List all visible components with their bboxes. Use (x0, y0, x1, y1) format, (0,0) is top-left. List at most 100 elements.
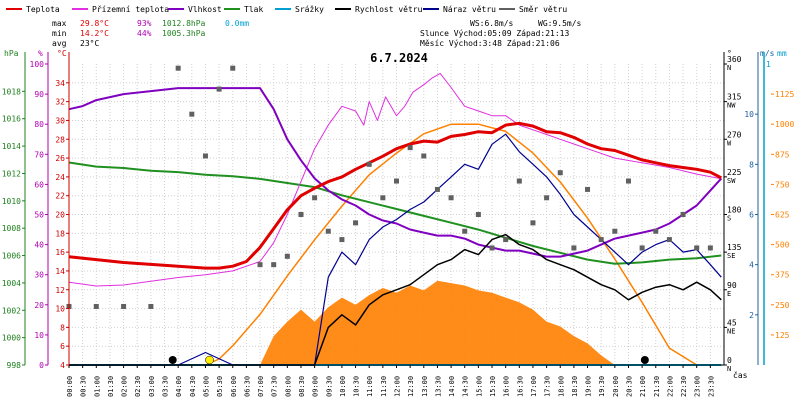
humidity-axis-tick-label: 40 (34, 241, 44, 250)
wind-direction-point (394, 178, 399, 184)
wind-direction-point (585, 186, 591, 192)
wind-speed-info: WS:6.8m/s (470, 19, 514, 28)
temperature-axis-tick-label: 14 (55, 267, 65, 276)
direction-axis-tick-label: 360 (727, 55, 742, 64)
wind-direction-point (93, 303, 99, 309)
wind-direction-point (421, 153, 427, 159)
temperature-axis-tick-label: 34 (55, 79, 65, 88)
x-tick-label: 07:30 (271, 376, 279, 397)
pressure-axis-tick-label: 1006 (2, 252, 21, 261)
axis-labels: hPa % °C ° m/s mm čas (4, 49, 787, 380)
x-tick-label: 10:30 (353, 376, 361, 397)
humidity-axis-tick-label: 100 (30, 60, 45, 69)
wind-axis-tick-label: 10 (744, 110, 754, 119)
solar-axis-tick-label: 875 (775, 150, 790, 159)
x-tick-label: 08:00 (284, 376, 292, 397)
stat-max-temp: 29.8°C (80, 19, 109, 28)
direction-axis-tick-label: 315 (727, 93, 742, 102)
wind-direction-point (489, 245, 495, 251)
x-tick-label: 14:30 (462, 376, 470, 397)
wind-direction-point (530, 220, 536, 226)
x-tick-label: 05:30 (216, 376, 224, 397)
x-tick-label: 09:30 (325, 376, 333, 397)
humidity-axis-tick-label: 20 (34, 301, 44, 310)
pressure-axis-tick-label: 1002 (2, 306, 21, 315)
pressure-axis-tick-label: 998 (7, 361, 22, 370)
solar-axis-tick-label: 1125 (775, 90, 794, 99)
direction-axis-compass-label: N (727, 365, 731, 373)
solar-axis-tick-label: 625 (775, 211, 790, 220)
wind-direction-point (325, 228, 331, 234)
wind-direction-point (503, 237, 509, 243)
series-solar (69, 123, 722, 366)
stat-max-press: 1012.8hPa (162, 19, 206, 28)
time-unit: čas (733, 370, 748, 380)
wind-axis-tick-label: 6 (749, 211, 754, 220)
pressure-axis-tick-label: 1014 (2, 142, 21, 151)
series-pressure (68, 161, 722, 265)
wind-direction-point (175, 65, 181, 71)
stat-max-label: max (52, 19, 67, 28)
humidity-unit: % (38, 49, 43, 58)
x-tick-label: 01:30 (107, 376, 115, 397)
wind-direction-point (625, 178, 631, 184)
x-tick-label: 06:30 (243, 376, 251, 397)
solar-axis-tick-label: 125 (775, 331, 790, 340)
temperature-axis-tick-label: 16 (55, 248, 65, 257)
legend-label: Rychlost větru (355, 5, 423, 14)
rain-axis-tick-label: 1 (766, 60, 771, 69)
x-tick-label: 15:30 (489, 376, 497, 397)
wind-direction-point (284, 253, 290, 259)
wind-direction-point (148, 303, 154, 309)
wind-direction-point (366, 161, 372, 167)
legend-label: Tlak (244, 5, 263, 14)
x-tick-label: 17:30 (544, 376, 552, 397)
sun-info: Slunce Východ:05:09 Západ:21:13 (420, 29, 569, 38)
x-tick-label: 20:00 (612, 376, 620, 397)
x-tick-label: 03:00 (148, 376, 156, 397)
sunrise-marker (205, 355, 214, 365)
solar-axis-tick-label: 375 (775, 271, 790, 280)
temperature-axis-tick-label: 32 (55, 98, 65, 107)
stat-min-label: min (52, 29, 67, 38)
direction-axis-tick-label: 0 (727, 356, 732, 365)
x-tick-label: 11:30 (380, 376, 388, 397)
wind-direction-point (407, 145, 413, 151)
x-tick-label: 00:00 (66, 376, 74, 397)
temperature-axis-tick-label: 10 (55, 305, 65, 314)
x-tick-label: 16:00 (503, 376, 511, 397)
wind-direction-point (202, 153, 208, 159)
stat-avg-label: avg (52, 39, 67, 48)
x-tick-label: 19:00 (585, 376, 593, 397)
temperature-axis-tick-label: 24 (55, 173, 65, 182)
x-tick-label: 08:30 (298, 376, 306, 397)
direction-axis-compass-label: E (727, 290, 731, 298)
temperature-axis-tick-label: 8 (60, 323, 65, 332)
series-temperature (68, 121, 722, 270)
x-tick-label: 04:00 (175, 376, 183, 397)
x-tick-label: 19:30 (598, 376, 606, 397)
stat-min-hum: 44% (137, 29, 152, 38)
pressure-axis-tick-label: 1016 (2, 115, 21, 124)
temperature-axis-tick-label: 18 (55, 229, 65, 238)
wind-direction-point (639, 245, 645, 251)
pressure-axis-tick-label: 1012 (2, 169, 21, 178)
legend-label: Vlhkost (188, 5, 222, 14)
direction-axis-compass-label: S (727, 215, 731, 223)
solar-axis-tick-label: 500 (775, 241, 790, 250)
x-tick-label: 12:00 (394, 376, 402, 397)
x-tick-label: 02:30 (134, 376, 142, 397)
direction-axis-tick-label: 45 (727, 318, 737, 327)
x-tick-label: 09:00 (312, 376, 320, 397)
x-tick-label: 01:00 (93, 376, 101, 397)
direction-axis-tick-label: 135 (727, 243, 742, 252)
x-tick-label: 05:00 (202, 376, 210, 397)
series-ground-temp (68, 72, 722, 287)
pressure-axis-tick-label: 1000 (2, 334, 21, 343)
wind-axis-tick-label: 4 (749, 261, 754, 270)
wind-gust-info: WG:9.5m/s (538, 19, 582, 28)
wind-axis-tick-label: 2 (749, 311, 754, 320)
x-tick-label: 18:00 (557, 376, 565, 397)
temperature-unit: °C (57, 49, 67, 58)
x-tick-label: 11:00 (366, 376, 374, 397)
